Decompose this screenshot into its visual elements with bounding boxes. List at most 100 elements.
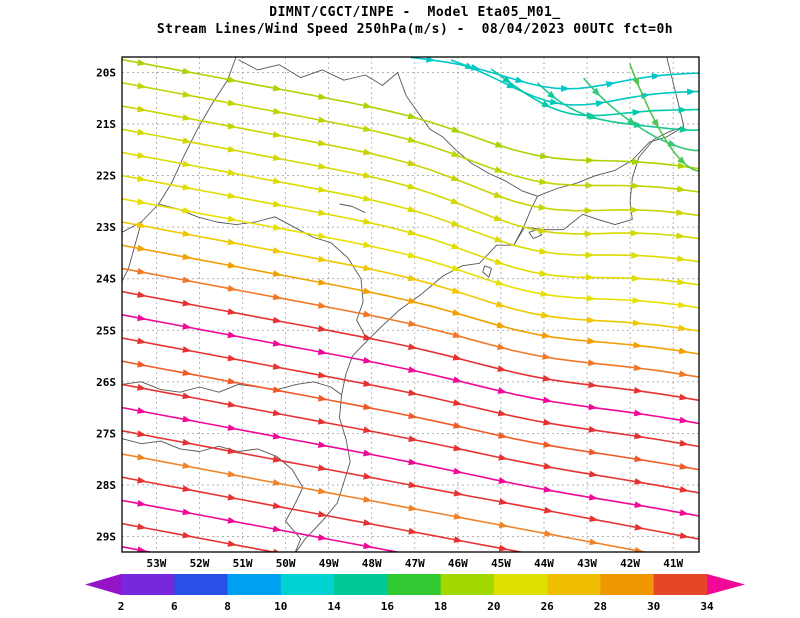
- streamline-arrow-icon: [452, 399, 463, 406]
- streamline-arrow-icon: [450, 174, 461, 182]
- streamline-arrow-icon: [453, 536, 464, 543]
- streamline-arrow-icon: [453, 444, 463, 452]
- streamline-arrow-icon: [450, 150, 461, 157]
- streamline-arrow-icon: [494, 166, 504, 173]
- streamline-arrow-icon: [227, 400, 237, 408]
- svg-text:44W: 44W: [534, 557, 554, 570]
- streamline-arrow-icon: [182, 508, 192, 516]
- streamline-arrow-icon: [588, 493, 599, 501]
- streamline-arrow-icon: [317, 278, 328, 286]
- streamline-arrow-icon: [686, 88, 697, 96]
- streamline-arrow-icon: [272, 455, 283, 463]
- svg-text:42W: 42W: [620, 557, 640, 570]
- streamline-arrow-icon: [272, 177, 283, 185]
- streamline-arrow-icon: [317, 487, 328, 495]
- streamline-arrow-icon: [227, 331, 237, 339]
- streamline-arrow-icon: [227, 168, 237, 176]
- svg-text:47W: 47W: [405, 557, 425, 570]
- streamline-arrow-icon: [633, 386, 644, 394]
- streamline-arrow-icon: [137, 59, 147, 66]
- streamline-arrow-icon: [407, 343, 418, 350]
- colorbar-label: 6: [171, 600, 178, 613]
- streamline-arrow-icon: [272, 525, 283, 533]
- streamline-arrow-icon: [634, 478, 644, 485]
- streamline-arrow-icon: [544, 529, 554, 537]
- streamline-arrow-icon: [632, 296, 642, 304]
- streamline-arrow-icon: [539, 152, 550, 160]
- streamline-arrow-icon: [452, 331, 463, 338]
- svg-text:52W: 52W: [190, 557, 210, 570]
- streamline-arrow-icon: [676, 209, 686, 216]
- streamline-arrow-icon: [452, 353, 463, 361]
- svg-text:23S: 23S: [96, 221, 116, 234]
- streamline-arrow-icon: [679, 439, 689, 447]
- streamline-arrow-icon: [634, 501, 644, 509]
- streamline: [122, 499, 402, 552]
- svg-text:25S: 25S: [96, 324, 116, 337]
- streamline-arrow-icon: [363, 333, 373, 341]
- streamline-arrow-icon: [137, 105, 147, 113]
- streamline: [582, 77, 699, 152]
- streamline-arrow-icon: [227, 261, 237, 269]
- streamline-arrow-icon: [679, 126, 689, 133]
- streamline-arrow-icon: [630, 229, 640, 237]
- streamline-arrow-icon: [227, 308, 237, 315]
- map-outline-reservoir: [339, 203, 366, 214]
- streamline-arrow-icon: [452, 376, 463, 384]
- streamline-arrow-icon: [538, 227, 548, 234]
- streamline-arrow-icon: [363, 519, 373, 526]
- streamline-arrow-icon: [408, 458, 418, 466]
- streamline-arrow-icon: [514, 76, 525, 84]
- streamline-arrow-icon: [408, 504, 418, 512]
- streamline-arrow-icon: [317, 325, 328, 332]
- streamline-arrow-icon: [587, 337, 597, 345]
- streamline-arrow-icon: [407, 320, 418, 327]
- title-line-1: DIMNT/CGCT/INPE - Model Eta05_M01_: [269, 5, 561, 20]
- streamline-arrow-icon: [408, 527, 418, 535]
- streamline-arrow-icon: [272, 131, 283, 138]
- streamline-arrow-icon: [182, 90, 192, 98]
- streamline-arrow-icon: [498, 498, 509, 505]
- colorbar-label: 30: [647, 600, 660, 613]
- streamline-arrow-icon: [538, 203, 548, 211]
- streamline-arrow-icon: [631, 182, 641, 190]
- streamline-arrow-icon: [651, 73, 661, 80]
- streamline-arrow-icon: [362, 148, 373, 156]
- streamline-arrow-icon: [137, 151, 147, 159]
- streamline-arrow-icon: [407, 136, 417, 143]
- svg-text:41W: 41W: [663, 557, 683, 570]
- svg-text:20S: 20S: [96, 66, 116, 79]
- streamline-arrow-icon: [589, 538, 599, 546]
- streamline-arrow-icon: [317, 232, 328, 240]
- streamline-arrow-icon: [677, 162, 687, 169]
- streamline-arrow-icon: [493, 191, 504, 198]
- streamline-arrow-icon: [493, 214, 504, 222]
- streamline-arrow-icon: [272, 409, 283, 417]
- streamline-arrow-icon: [450, 197, 461, 205]
- streamline-arrow-icon: [182, 276, 192, 284]
- streamline-arrow-icon: [539, 270, 549, 277]
- streamline-arrow-icon: [584, 207, 594, 215]
- streamline-arrow-icon: [632, 319, 642, 327]
- streamline-arrow-icon: [363, 310, 373, 318]
- streamline-arrow-icon: [453, 489, 464, 497]
- streamline-arrow-icon: [408, 481, 418, 489]
- streamline-arrow-icon: [544, 506, 554, 514]
- streamline-arrow-icon: [137, 128, 147, 136]
- plot-frame: [121, 56, 700, 553]
- colorbar-right-arrow-icon: [706, 574, 745, 595]
- streamline-arrow-icon: [362, 241, 373, 249]
- streamline-arrow-icon: [451, 287, 462, 294]
- streamline-arrow-icon: [588, 381, 598, 389]
- streamline: [450, 59, 699, 106]
- streamline-arrow-icon: [632, 77, 640, 87]
- streamline-arrow-icon: [182, 322, 192, 330]
- chart-titles: DIMNT/CGCT/INPE - Model Eta05_M01_ Strea…: [0, 4, 800, 38]
- streamline-arrow-icon: [679, 532, 690, 539]
- streamline-arrow-icon: [272, 154, 283, 161]
- map-outline-pr-sc-border: [122, 381, 342, 396]
- streamline-arrow-icon: [407, 251, 418, 259]
- streamline-arrow-icon: [498, 477, 508, 484]
- streamline-arrow-icon: [137, 383, 147, 391]
- streamline-arrow-icon: [182, 369, 192, 376]
